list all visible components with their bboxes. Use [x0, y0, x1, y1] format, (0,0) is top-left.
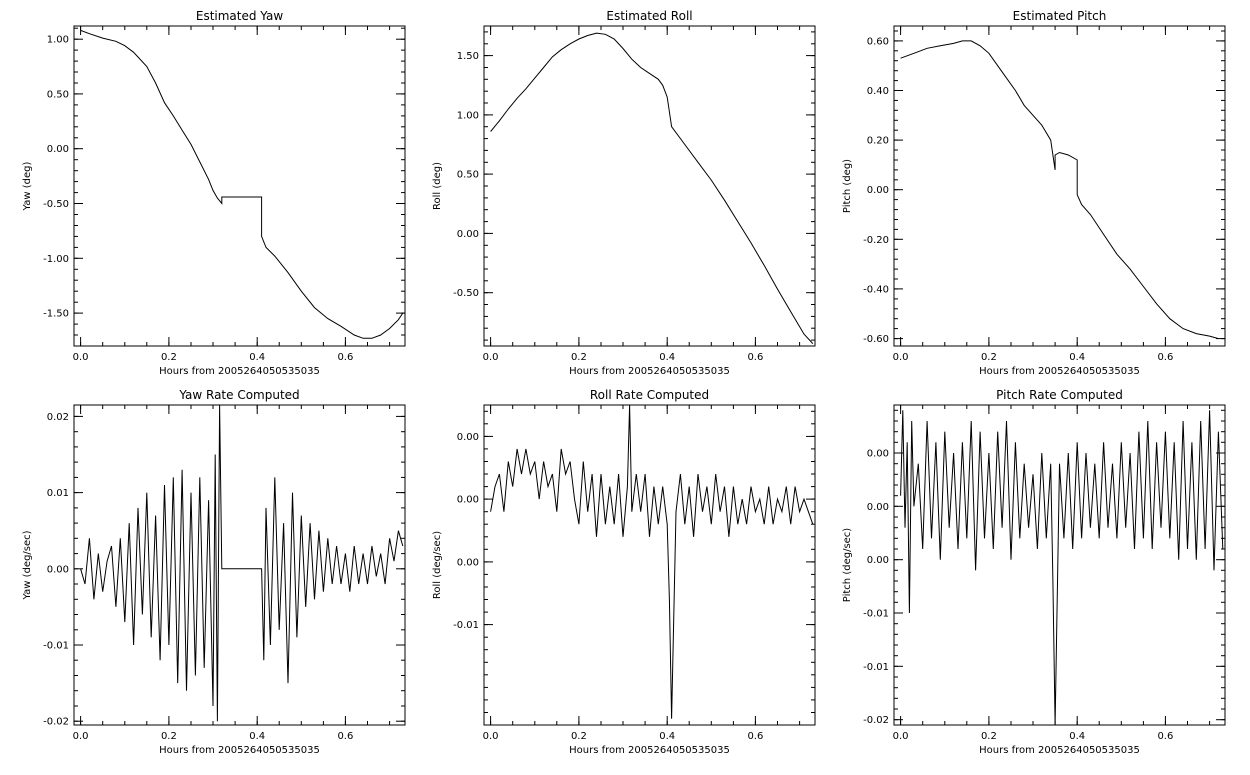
y-tick-label: -1.00 [43, 254, 69, 265]
y-tick-label: 0.60 [867, 36, 889, 47]
x-axis-label: Hours from 2005264050535035 [569, 366, 730, 377]
x-tick-label: 0.0 [483, 731, 499, 742]
y-tick-label: 0.00 [867, 502, 889, 513]
y-tick-label: 0.50 [457, 170, 479, 181]
y-axis-label: Pitch (deg/sec) [842, 528, 853, 603]
x-tick-label: 0.6 [747, 731, 763, 742]
y-tick-label: 0.40 [867, 86, 889, 97]
chart-title: Yaw Rate Computed [178, 388, 299, 402]
chart-title: Pitch Rate Computed [996, 388, 1123, 402]
y-axis-label: Roll (deg/sec) [432, 531, 443, 599]
chart-panel-5: 0.0 0.2 0.4 0.6 0.00 0.00 0.00 -0.01 Roll Rate C… [432, 388, 816, 756]
x-tick-label: 0.0 [73, 352, 89, 363]
y-axis-label: Roll (deg) [432, 162, 443, 210]
y-tick-label: -0.40 [863, 284, 889, 295]
x-tick-label: 0.4 [1069, 731, 1085, 742]
y-tick-label: 0.00 [47, 564, 69, 575]
series-line [490, 404, 814, 719]
x-tick-label: 0.4 [249, 731, 265, 742]
plot-frame [483, 404, 816, 726]
y-axis-label: Pitch (deg) [842, 159, 853, 213]
y-axis-label: Yaw (deg/sec) [22, 530, 33, 600]
x-tick-label: 0.4 [659, 731, 675, 742]
x-tick-label: 0.0 [893, 731, 909, 742]
y-tick-label: 0.00 [457, 432, 479, 443]
chart-title: Estimated Roll [606, 9, 692, 23]
chart-panel-6: 0.0 0.2 0.4 0.6 0.00 0.00 0.00 -0.01 -0.01 -0.02 P… [842, 388, 1226, 756]
y-tick-label: -0.50 [453, 288, 479, 299]
chart-title: Estimated Yaw [196, 9, 283, 23]
series-line [900, 40, 1219, 340]
x-axis-label: Hours from 2005264050535035 [159, 366, 320, 377]
y-tick-label: 0.50 [47, 89, 69, 100]
x-tick-label: 0.2 [981, 731, 997, 742]
series-line [80, 404, 404, 722]
chart-title: Estimated Pitch [1013, 9, 1107, 23]
chart-panel-4: 0.0 0.2 0.4 0.6 0.02 0.01 0.00 -0.01 -0.02 Yaw Ra… [22, 388, 406, 756]
y-tick-label: 0.00 [457, 229, 479, 240]
chart-panel-1: 0.0 0.2 0.4 0.6 1.00 0.50 0.00 -0.50 -1.00 -1.50 E… [22, 9, 406, 377]
series-line [80, 29, 404, 339]
x-tick-label: 0.6 [1157, 352, 1173, 363]
chart-title: Roll Rate Computed [590, 388, 709, 402]
y-tick-label: 0.02 [47, 412, 69, 423]
plot-frame [73, 404, 406, 726]
y-tick-label: -0.01 [43, 641, 69, 652]
plot-frame [893, 25, 1226, 347]
y-tick-label: 1.00 [47, 35, 69, 46]
y-tick-label: 0.20 [867, 136, 889, 147]
y-tick-label: 0.00 [457, 495, 479, 506]
x-tick-label: 0.4 [1069, 352, 1085, 363]
x-tick-label: 0.2 [161, 352, 177, 363]
series-line [490, 32, 814, 344]
chart-panel-3: 0.0 0.2 0.4 0.6 0.60 0.40 0.20 0.00 -0.20 -0.40 -0… [842, 9, 1226, 377]
x-tick-label: 0.4 [659, 352, 675, 363]
y-tick-label: -0.20 [863, 235, 889, 246]
y-tick-label: -0.02 [43, 717, 69, 728]
y-tick-label: 1.00 [457, 110, 479, 121]
x-tick-label: 0.2 [571, 731, 587, 742]
x-axis-label: Hours from 2005264050535035 [979, 366, 1140, 377]
y-tick-label: -1.50 [43, 309, 69, 320]
chart-panel-2: 0.0 0.2 0.4 0.6 1.50 1.00 0.50 0.00 -0.50 Estimat… [432, 9, 816, 377]
x-tick-label: 0.2 [161, 731, 177, 742]
y-tick-label: 0.00 [457, 557, 479, 568]
series-line [900, 410, 1224, 726]
y-tick-label: -0.01 [453, 620, 479, 631]
plot-frame [893, 404, 1226, 726]
y-tick-label: -0.01 [863, 609, 889, 620]
y-tick-label: 0.00 [867, 555, 889, 566]
y-tick-label: 0.00 [867, 185, 889, 196]
x-axis-label: Hours from 2005264050535035 [979, 745, 1140, 756]
plot-frame [73, 25, 406, 347]
y-tick-label: -0.50 [43, 199, 69, 210]
x-axis-label: Hours from 2005264050535035 [569, 745, 730, 756]
y-axis-label: Yaw (deg) [22, 161, 33, 211]
y-tick-label: -0.01 [863, 662, 889, 673]
y-tick-label: -0.60 [863, 334, 889, 345]
x-tick-label: 0.6 [1157, 731, 1173, 742]
x-tick-label: 0.2 [981, 352, 997, 363]
y-tick-label: -0.02 [863, 715, 889, 726]
x-tick-label: 0.0 [73, 731, 89, 742]
x-tick-label: 0.4 [249, 352, 265, 363]
x-tick-label: 0.6 [747, 352, 763, 363]
x-tick-label: 0.0 [893, 352, 909, 363]
y-tick-label: 0.00 [867, 449, 889, 460]
x-axis-label: Hours from 2005264050535035 [159, 745, 320, 756]
x-tick-label: 0.6 [337, 731, 353, 742]
y-tick-label: 1.50 [457, 51, 479, 62]
y-tick-label: 0.00 [47, 144, 69, 155]
y-tick-label: 0.01 [47, 488, 69, 499]
x-tick-label: 0.2 [571, 352, 587, 363]
x-tick-label: 0.0 [483, 352, 499, 363]
x-tick-label: 0.6 [337, 352, 353, 363]
